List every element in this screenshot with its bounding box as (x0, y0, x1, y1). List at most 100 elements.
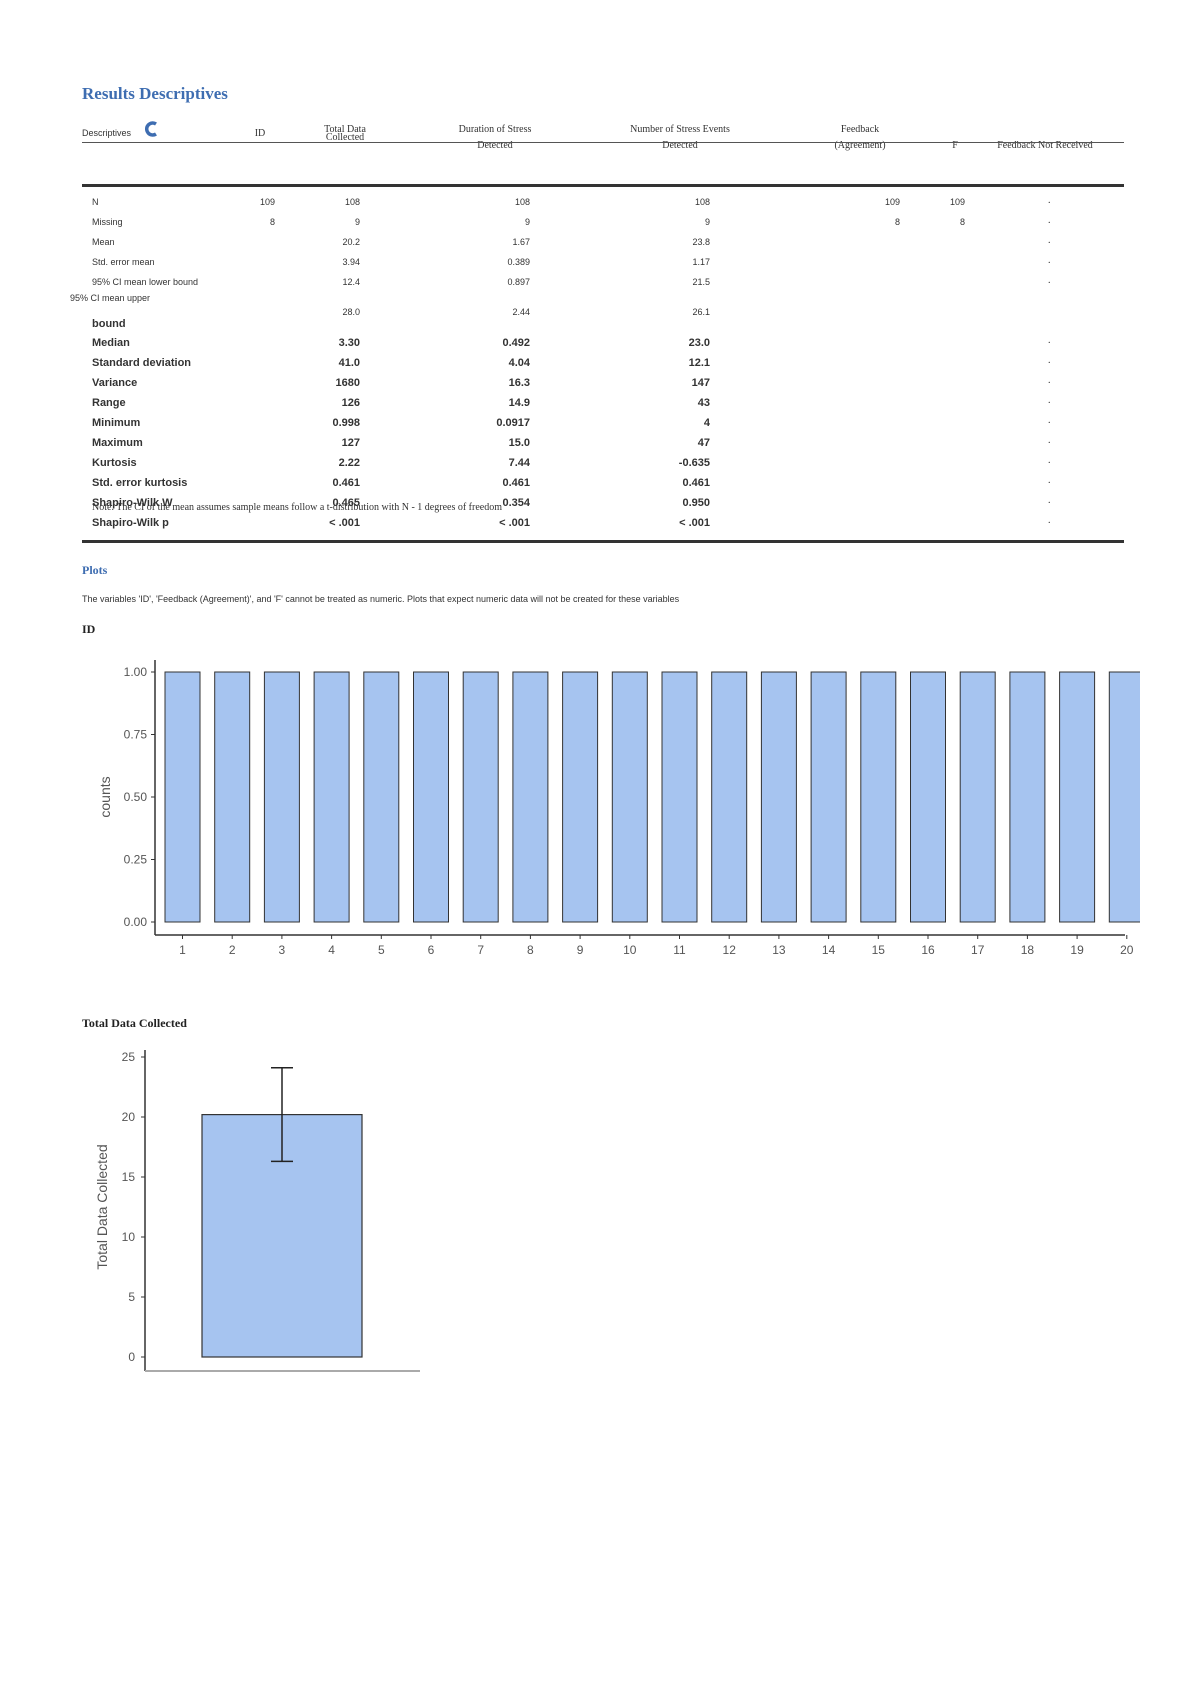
table-cell: -0.635 (678, 457, 710, 469)
table-cell: 7.44 (508, 457, 530, 469)
row-label: Shapiro-Wilk p (92, 517, 169, 529)
table-cell: . (1048, 275, 1051, 286)
table-cell: 43 (697, 397, 710, 409)
table-cell: . (1048, 515, 1051, 526)
svg-text:20: 20 (1120, 943, 1134, 957)
table-cell: 9 (524, 217, 530, 227)
table-cell: 108 (344, 197, 360, 207)
table-cell: 9 (704, 217, 710, 227)
svg-text:1: 1 (179, 943, 186, 957)
col-header-line2: Detected (477, 140, 513, 151)
table-cell: . (1048, 375, 1051, 386)
svg-text:10: 10 (623, 943, 637, 957)
svg-text:19: 19 (1070, 943, 1084, 957)
svg-text:0: 0 (128, 1350, 135, 1364)
table-cell: < .001 (329, 517, 360, 529)
table-cell: . (1048, 415, 1051, 426)
svg-text:Total Data Collected: Total Data Collected (94, 1144, 110, 1269)
col-header-stress-events: Number of Stress Events Detected (600, 124, 760, 152)
col-header-total-data: Total Data Collected (300, 124, 390, 144)
table-cell: 109 (884, 197, 900, 207)
col-header-line1: Duration of Stress (458, 124, 532, 135)
table-cell: 0.465 (332, 497, 360, 509)
row-label: Minimum (92, 417, 141, 429)
table-cell: 41.0 (338, 357, 360, 369)
table-cell: 127 (341, 437, 360, 449)
svg-text:3: 3 (279, 943, 286, 957)
svg-text:5: 5 (378, 943, 385, 957)
svg-text:10: 10 (122, 1230, 136, 1244)
table-cell: 108 (694, 197, 710, 207)
svg-text:18: 18 (1021, 943, 1035, 957)
col-header-line2: Detected (662, 140, 698, 151)
total-data-bar-chart: 0 5 10 15 20 25 Total Data Collected (94, 1050, 420, 1372)
table-cell: . (1048, 195, 1051, 206)
table-cell: 0.998 (332, 417, 360, 429)
svg-text:0.75: 0.75 (124, 728, 148, 742)
table-cell: 1680 (335, 377, 360, 389)
plots-heading: Plots (82, 563, 108, 577)
plots-caption: The variables 'ID', 'Feedback (Agreement… (82, 594, 680, 604)
table-cell: 2.44 (512, 307, 530, 317)
table-cell: 109 (949, 197, 965, 207)
table-cell: 126 (341, 397, 360, 409)
svg-text:17: 17 (971, 943, 985, 957)
table-cell: 0.389 (507, 257, 530, 267)
svg-text:0.25: 0.25 (124, 853, 148, 867)
svg-text:4: 4 (328, 943, 335, 957)
table-corner-label: Descriptives (82, 128, 132, 138)
col-header-line2: (Agreement) (834, 140, 886, 151)
row-label: 95% CI mean upper (70, 293, 151, 303)
table-cell: 109 (259, 197, 275, 207)
table-cell: 0.461 (332, 477, 360, 489)
table-cell: 0.461 (682, 477, 710, 489)
col-header-feedback-not-received: Feedback Not Received (997, 140, 1093, 151)
table-cell: 1.67 (512, 237, 530, 247)
svg-text:14: 14 (822, 943, 836, 957)
table-cell: < .001 (679, 517, 710, 529)
table-cell: 8 (894, 217, 900, 227)
table-cell: 8 (269, 217, 275, 227)
row-label: N (92, 197, 99, 207)
row-label: Maximum (92, 437, 143, 449)
table-cell: 14.9 (508, 397, 530, 409)
table-cell: 23.0 (688, 337, 710, 349)
table-cell: 3.94 (342, 257, 360, 267)
table-cell: 9 (354, 217, 360, 227)
table-cell: 20.2 (342, 237, 360, 247)
table-cell: . (1048, 215, 1051, 226)
header-divider (82, 142, 1124, 143)
table-bottom-rule (82, 540, 1124, 543)
svg-text:16: 16 (921, 943, 935, 957)
row-label: Kurtosis (92, 457, 137, 469)
table-cell: 147 (691, 377, 710, 389)
refresh-icon[interactable] (145, 121, 159, 142)
svg-text:5: 5 (128, 1290, 135, 1304)
total-data-plot-title: Total Data Collected (82, 1016, 187, 1030)
row-label: Mean (92, 237, 115, 247)
row-label: Shapiro-Wilk W (92, 497, 173, 509)
table-cell: 12.1 (688, 357, 710, 369)
col-header-line1: Feedback (840, 124, 880, 135)
svg-text:25: 25 (122, 1050, 136, 1064)
svg-text:7: 7 (477, 943, 484, 957)
table-cell: 23.8 (692, 237, 710, 247)
col-header-line1: Total Data (324, 124, 366, 135)
row-label: Std. error mean (92, 257, 155, 267)
col-header-f: F (952, 140, 958, 151)
row-label: Std. error kurtosis (92, 477, 188, 489)
col-header-feedback: Feedback (Agreement) (810, 124, 910, 152)
svg-text:counts: counts (97, 776, 113, 817)
id-plot-title: ID (82, 622, 96, 636)
table-top-rule (82, 184, 1124, 187)
table-cell: . (1048, 455, 1051, 466)
table-cell: 0.492 (502, 337, 530, 349)
table-cell: . (1048, 335, 1051, 346)
table-cell: 8 (959, 217, 965, 227)
table-cell: . (1048, 495, 1051, 506)
svg-text:0.50: 0.50 (124, 790, 148, 804)
row-label-cont: bound (92, 318, 126, 330)
table-cell: . (1048, 435, 1051, 446)
row-label: Standard deviation (92, 357, 192, 369)
